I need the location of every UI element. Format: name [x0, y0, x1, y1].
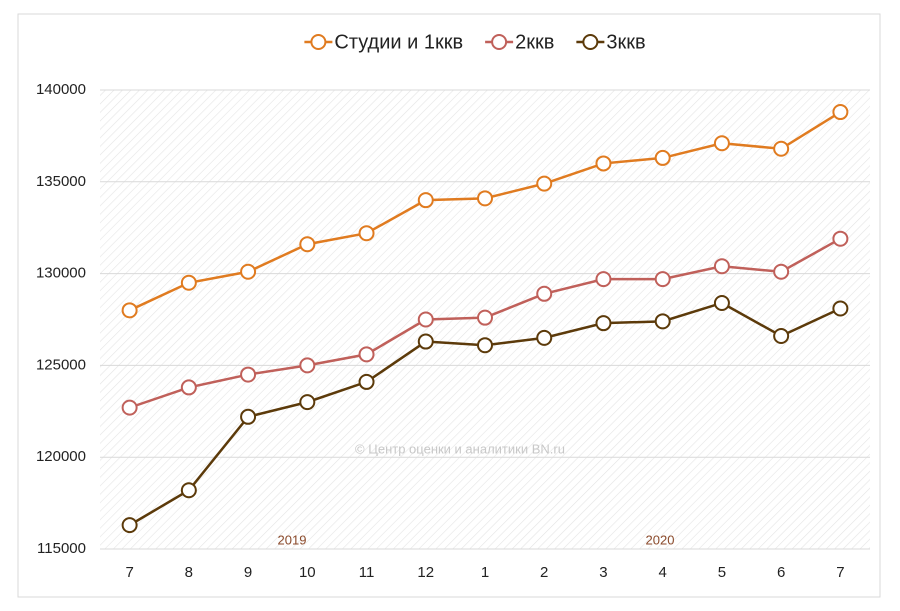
data-point: [180, 274, 197, 291]
year-label: 2020: [646, 532, 675, 547]
data-point: [654, 271, 671, 288]
data-point: [121, 399, 138, 416]
x-tick-label: 11: [359, 564, 375, 581]
legend-item: 3ккв: [576, 31, 646, 53]
y-tick-label: 125000: [36, 356, 86, 373]
x-tick-label: 3: [599, 564, 607, 581]
data-point: [358, 225, 375, 242]
data-point: [121, 302, 138, 319]
y-tick-label: 120000: [36, 448, 86, 465]
data-point: [477, 337, 493, 354]
x-tick-label: 12: [417, 564, 434, 581]
data-point: [417, 333, 434, 350]
legend-item: 2ккв: [485, 31, 554, 53]
legend-marker: [582, 34, 599, 50]
data-point: [240, 408, 257, 425]
x-tick-label: 6: [777, 564, 785, 581]
data-point: [299, 357, 316, 374]
y-tick-label: 115000: [37, 540, 86, 557]
data-point: [713, 294, 730, 311]
legend-marker: [310, 34, 327, 50]
data-point: [595, 271, 612, 288]
data-point: [299, 236, 316, 253]
data-point: [299, 394, 316, 411]
y-tick-label: 140000: [36, 81, 86, 98]
data-point: [180, 482, 197, 499]
data-point: [773, 328, 790, 345]
data-point: [240, 366, 257, 383]
data-point: [595, 155, 612, 172]
data-point: [832, 104, 849, 121]
legend: Студии и 1ккв 2ккв 3ккв: [304, 31, 646, 53]
legend-label: 2ккв: [515, 31, 554, 53]
data-point: [417, 311, 434, 328]
data-point: [536, 175, 553, 192]
data-point: [773, 140, 790, 157]
legend-marker: [491, 34, 508, 50]
data-point: [477, 309, 493, 326]
data-point: [713, 258, 730, 275]
data-point: [832, 300, 849, 317]
x-tick-label: 7: [125, 564, 133, 581]
data-point: [477, 190, 493, 207]
x-tick-label: 8: [185, 564, 193, 581]
x-tick-label: 5: [718, 564, 726, 581]
data-point: [595, 315, 612, 332]
legend-label: Студии и 1ккв: [334, 31, 463, 53]
x-tick-label: 10: [299, 564, 316, 581]
data-point: [713, 135, 730, 152]
y-tick-label: 130000: [36, 265, 86, 282]
data-point: [417, 192, 434, 209]
data-point: [536, 329, 553, 346]
y-tick-label: 135000: [36, 173, 86, 190]
data-point: [180, 379, 197, 396]
watermark: © Центр оценки и аналитики BN.ru: [355, 441, 565, 456]
data-point: [358, 373, 375, 390]
data-point: [121, 517, 138, 534]
data-point: [654, 149, 671, 166]
year-label: 2019: [278, 532, 307, 547]
data-point: [773, 263, 790, 280]
x-tick-label: 9: [244, 564, 252, 581]
x-tick-label: 1: [481, 564, 489, 581]
x-tick-label: 4: [659, 564, 667, 581]
data-point: [654, 313, 671, 330]
data-point: [358, 346, 375, 363]
legend-item: Студии и 1ккв: [304, 31, 463, 53]
data-point: [240, 263, 257, 280]
legend-label: 3ккв: [606, 31, 645, 53]
x-tick-label: 7: [836, 564, 844, 581]
x-tick-label: 2: [540, 564, 548, 581]
data-point: [536, 285, 553, 302]
data-point: [832, 230, 849, 247]
